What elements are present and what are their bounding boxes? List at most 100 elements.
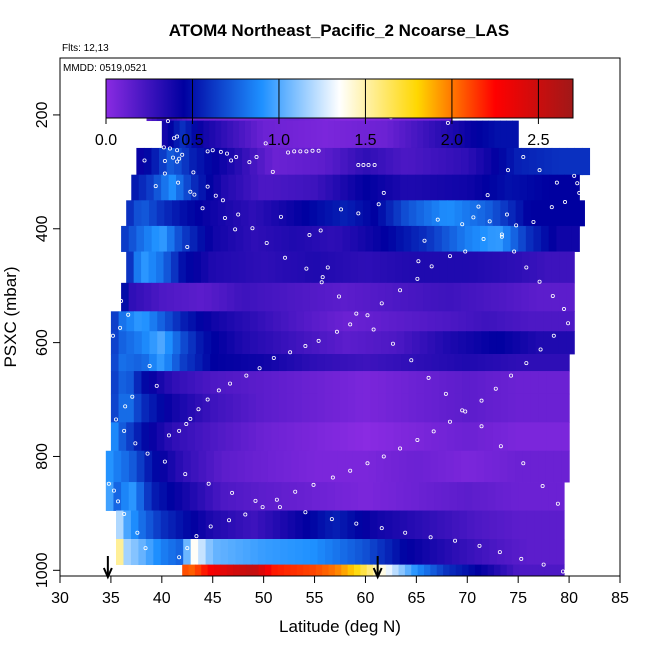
heatmap-cell	[446, 422, 456, 452]
heatmap-cell	[454, 371, 463, 395]
heatmap-cell	[226, 282, 235, 312]
heatmap-cell	[296, 225, 305, 252]
heatmap-cell	[549, 539, 558, 566]
heatmap-cell	[151, 282, 160, 312]
heatmap-cell	[527, 311, 537, 332]
heatmap-cell	[226, 311, 236, 332]
heatmap-cell	[194, 564, 202, 576]
heatmap-cell	[151, 482, 160, 511]
heatmap-cell	[489, 510, 498, 540]
colorbar-tick-label: 0.5	[181, 132, 203, 149]
heatmap-cell	[357, 482, 367, 511]
heatmap-cell	[499, 450, 508, 483]
heatmap-cell	[373, 482, 382, 511]
heatmap-cell	[310, 510, 319, 540]
y-tick-label: 600	[34, 329, 51, 356]
heatmap-cell	[423, 282, 432, 312]
heatmap-cell	[392, 564, 400, 576]
heatmap-cell	[500, 120, 507, 149]
heatmap-cell	[347, 422, 356, 452]
heatmap-cell	[362, 510, 371, 540]
heatmap-cell	[378, 354, 387, 372]
heatmap-cell	[141, 331, 151, 355]
heatmap-cell	[387, 120, 395, 149]
observation-point	[485, 193, 490, 198]
heatmap-cell	[257, 282, 266, 312]
observation-point	[540, 484, 545, 489]
heatmap-cell	[370, 371, 379, 395]
heatmap-cell	[513, 564, 521, 576]
observation-point	[303, 344, 308, 349]
heatmap-cell	[136, 450, 146, 483]
heatmap-cell	[510, 482, 519, 511]
heatmap-cell	[309, 422, 318, 452]
observation-point	[329, 517, 334, 522]
heatmap-cell	[362, 200, 372, 227]
heatmap-cell	[156, 393, 165, 423]
heatmap-cell	[430, 450, 439, 483]
heatmap-cell	[164, 371, 173, 395]
heatmap-cell	[166, 282, 175, 312]
heatmap-cell	[459, 539, 468, 566]
heatmap-cell	[468, 450, 478, 483]
heatmap-cell	[541, 174, 551, 201]
heatmap-cell	[512, 331, 521, 355]
heatmap-cell	[477, 251, 486, 284]
heatmap-cell	[324, 393, 333, 423]
heatmap-cell	[195, 311, 205, 332]
heatmap-cell	[156, 251, 165, 284]
heatmap-cell	[399, 120, 406, 149]
heatmap-cell	[301, 422, 311, 452]
heatmap-cell	[430, 147, 440, 176]
heatmap-cell	[446, 200, 456, 227]
heatmap-cell	[306, 450, 315, 483]
heatmap-cell	[494, 564, 501, 576]
heatmap-cell	[408, 422, 417, 452]
heatmap-cell	[248, 200, 257, 227]
heatmap-cell	[556, 225, 565, 252]
heatmap-cell	[325, 174, 334, 201]
heatmap-cell	[440, 120, 448, 149]
heatmap-cell	[354, 510, 363, 540]
heatmap-cell	[523, 354, 532, 372]
heatmap-cell	[110, 354, 120, 372]
heatmap-cell	[469, 354, 479, 372]
x-tick-label: 45	[204, 590, 222, 607]
observation-point	[205, 184, 210, 189]
heatmap-cell	[273, 331, 282, 355]
heatmap-cell	[523, 200, 532, 227]
heatmap-cell	[325, 147, 334, 176]
heatmap-cell	[294, 393, 303, 423]
heatmap-cell	[240, 422, 249, 452]
heatmap-cell	[468, 147, 477, 176]
observation-point	[243, 512, 248, 517]
observation-point	[563, 200, 568, 205]
heatmap-cell	[210, 200, 219, 227]
heatmap-cell	[458, 311, 467, 332]
heatmap-cell	[401, 371, 410, 395]
heatmap-cell	[510, 225, 519, 252]
heatmap-cell	[559, 282, 568, 312]
heatmap-cell	[437, 450, 447, 483]
heatmap-cell	[226, 564, 234, 576]
observation-point	[463, 409, 468, 414]
heatmap-cell	[207, 564, 215, 576]
heatmap-cell	[347, 200, 356, 227]
heatmap-cell	[495, 482, 504, 511]
observation-point	[228, 381, 233, 386]
heatmap-cell	[340, 200, 349, 227]
heatmap-cell	[469, 371, 479, 395]
heatmap-cell	[551, 564, 559, 576]
heatmap-cell	[164, 200, 173, 227]
heatmap-cell	[312, 251, 321, 284]
heatmap-cell	[175, 510, 184, 540]
heatmap-cell	[405, 120, 412, 149]
heatmap-cell	[508, 354, 517, 372]
observation-point	[116, 499, 121, 504]
heatmap-cell	[203, 120, 210, 149]
heatmap-cell	[202, 354, 211, 372]
heatmap-cell	[225, 371, 234, 395]
heatmap-cell	[449, 482, 458, 511]
heatmap-cell	[340, 174, 349, 201]
heatmap-cell	[370, 282, 379, 312]
